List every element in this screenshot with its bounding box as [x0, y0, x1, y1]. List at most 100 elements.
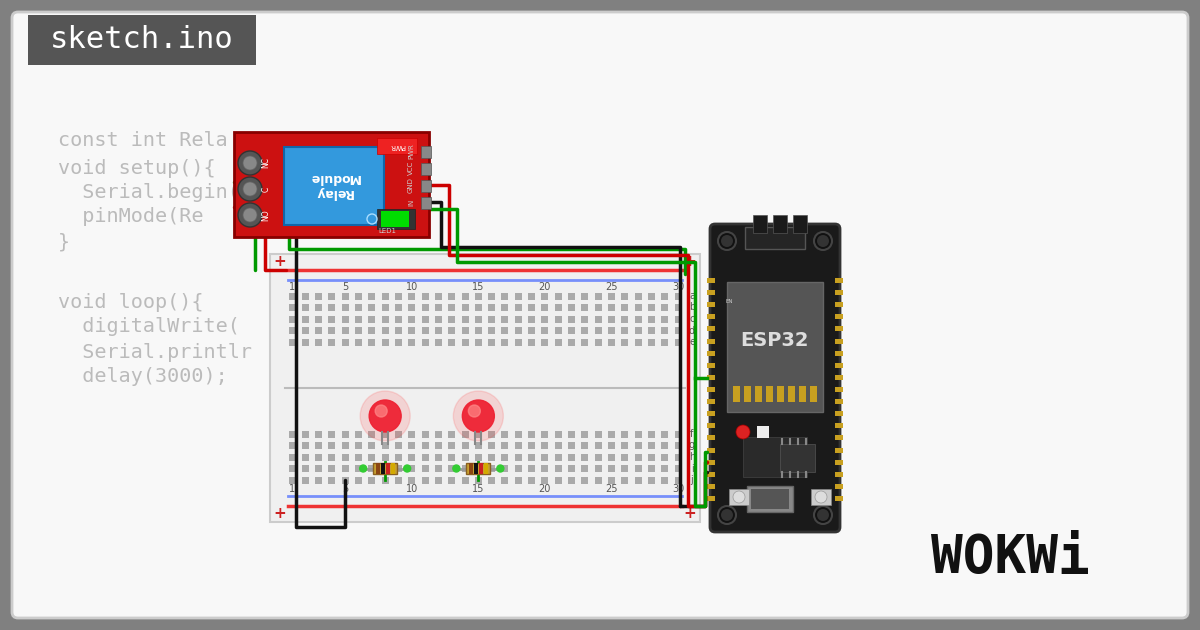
Bar [316, 304, 322, 311]
Bar [635, 465, 642, 472]
Bar [541, 316, 548, 323]
Text: g: g [689, 440, 695, 450]
Bar [462, 442, 468, 449]
Bar [707, 460, 715, 465]
Text: +: + [684, 255, 696, 270]
Bar [541, 476, 548, 483]
Bar [421, 465, 428, 472]
Bar [608, 304, 614, 311]
Text: i: i [691, 464, 694, 474]
Bar [462, 292, 468, 299]
Bar [766, 386, 773, 402]
Bar [462, 338, 468, 345]
Text: 10: 10 [406, 484, 418, 494]
Bar [386, 463, 390, 474]
Bar [707, 314, 715, 319]
Text: 25: 25 [605, 484, 618, 494]
Text: delay(3000);: delay(3000); [58, 367, 228, 386]
Bar [810, 386, 817, 402]
Bar [707, 363, 715, 368]
Circle shape [718, 232, 736, 250]
Bar [475, 476, 482, 483]
Text: PWR: PWR [389, 143, 404, 149]
Text: 15: 15 [472, 484, 485, 494]
Bar [434, 338, 442, 345]
Bar [302, 292, 308, 299]
Text: 1: 1 [289, 484, 295, 494]
Bar [755, 386, 762, 402]
Bar [595, 454, 601, 461]
Bar [395, 454, 402, 461]
Text: h: h [689, 452, 695, 462]
Bar [528, 316, 535, 323]
Bar [648, 316, 655, 323]
Bar [568, 476, 575, 483]
Bar [835, 460, 842, 465]
Bar [355, 304, 362, 311]
Bar [635, 316, 642, 323]
Bar [488, 476, 496, 483]
Bar [568, 292, 575, 299]
Bar [302, 465, 308, 472]
Bar [355, 430, 362, 437]
Bar [329, 316, 336, 323]
Bar [835, 411, 842, 416]
Bar [581, 327, 588, 334]
Bar [288, 304, 295, 311]
Bar [608, 327, 614, 334]
Bar [316, 292, 322, 299]
Bar [488, 442, 496, 449]
Text: 25: 25 [605, 282, 618, 292]
Bar [355, 338, 362, 345]
FancyBboxPatch shape [710, 224, 840, 532]
Bar [434, 430, 442, 437]
Bar [515, 327, 522, 334]
Bar [515, 316, 522, 323]
Bar [421, 338, 428, 345]
Bar [316, 327, 322, 334]
Bar [408, 442, 415, 449]
Bar [622, 292, 629, 299]
Bar [467, 463, 491, 474]
Bar [488, 304, 496, 311]
Text: a: a [689, 291, 695, 301]
Bar [382, 292, 389, 299]
Circle shape [238, 203, 262, 227]
Bar [568, 304, 575, 311]
Bar [382, 327, 389, 334]
Bar [554, 304, 562, 311]
Text: +: + [684, 507, 696, 522]
Bar [316, 316, 322, 323]
Bar [674, 442, 682, 449]
Bar [541, 465, 548, 472]
Bar [661, 338, 668, 345]
Bar [608, 442, 614, 449]
Bar [835, 375, 842, 380]
Bar [835, 363, 842, 368]
Circle shape [403, 465, 410, 472]
Bar [674, 316, 682, 323]
Bar [395, 327, 402, 334]
Text: 15: 15 [472, 282, 485, 292]
Bar [316, 465, 322, 472]
Bar [329, 476, 336, 483]
Bar [329, 442, 336, 449]
Bar [434, 292, 442, 299]
Circle shape [462, 400, 494, 432]
Bar [773, 215, 787, 233]
Bar [475, 338, 482, 345]
Text: +: + [274, 507, 287, 522]
Bar [674, 430, 682, 437]
Text: 20: 20 [539, 484, 551, 494]
Bar [635, 292, 642, 299]
Text: 10: 10 [406, 282, 418, 292]
Text: void setup(){: void setup(){ [58, 159, 216, 178]
Bar [475, 430, 482, 437]
Bar [355, 454, 362, 461]
Bar [835, 399, 842, 404]
Bar [288, 442, 295, 449]
Bar [707, 411, 715, 416]
Bar [368, 316, 376, 323]
Bar [554, 430, 562, 437]
Bar [554, 338, 562, 345]
